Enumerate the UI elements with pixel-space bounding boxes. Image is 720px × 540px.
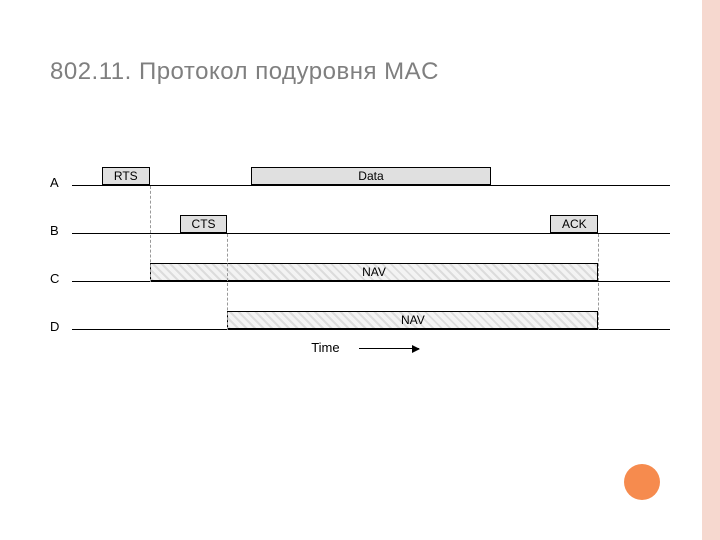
timeline-baseline (72, 233, 670, 234)
timeline-label: A (50, 175, 59, 190)
timeline-baseline (72, 281, 670, 282)
guide-line (598, 234, 599, 330)
block-nav: NAV (227, 311, 598, 329)
block-rts: RTS (102, 167, 150, 185)
timeline-label: D (50, 319, 59, 334)
slide-title-text: 802.11. Протокол подуровня MAC (50, 58, 439, 85)
block-cts: CTS (180, 215, 228, 233)
timeline-label: C (50, 271, 59, 286)
block-nav: NAV (150, 263, 599, 281)
timing-diagram: A B C D RTS Data CTS ACK NAV NAV Time (50, 150, 670, 390)
block-ack: ACK (550, 215, 598, 233)
right-accent-bar (702, 0, 720, 540)
time-label: Time (311, 340, 339, 355)
timeline-baseline (72, 329, 670, 330)
block-data: Data (251, 167, 490, 185)
timeline-baseline (72, 185, 670, 186)
guide-line (150, 186, 151, 282)
accent-circle (624, 464, 660, 500)
time-arrow-icon (359, 348, 419, 349)
timeline-label: B (50, 223, 59, 238)
guide-line (227, 234, 228, 330)
slide-title: 802.11. Протокол подуровня MAC (50, 58, 439, 86)
